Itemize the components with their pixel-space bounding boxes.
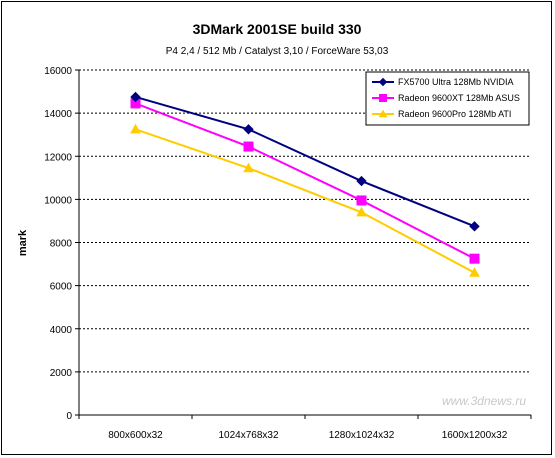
x-tick-label: 1024x768x32 [218, 430, 278, 441]
y-tick-label: 0 [66, 411, 72, 422]
x-axis-ticks: 800x600x32 1024x768x32 1280x1024x32 1600x12… [78, 415, 532, 441]
legend: FX5700 Ultra 128Mb NVIDIA Radeon 9600XT 1… [365, 71, 530, 126]
data-point-diamond [130, 91, 141, 103]
y-axis-label: mark [17, 229, 29, 256]
data-point-square [356, 195, 367, 206]
legend-items: FX5700 Ultra 128Mb NVIDIA Radeon 9600XT 1… [372, 77, 520, 119]
data-point-diamond [356, 175, 367, 187]
y-tick-label: 8000 [50, 239, 73, 250]
y-tick-label: 4000 [50, 325, 73, 336]
y-tick-label: 14000 [44, 109, 72, 120]
data-point-diamond [243, 124, 254, 135]
y-tick-label: 12000 [44, 152, 72, 163]
legend-label: FX5700 Ultra 128Mb NVIDIA [398, 77, 514, 87]
data-point-triangle [356, 206, 367, 217]
series-line [135, 128, 475, 274]
data-point-triangle [243, 162, 254, 173]
data-point-square [469, 253, 480, 264]
chart-subtitle: P4 2,4 / 512 Mb / Catalyst 3,10 / ForceW… [166, 46, 389, 57]
x-tick-label: 1280x1024x32 [329, 430, 395, 441]
series [130, 123, 480, 277]
legend-item: Radeon 9600Pro 128Mb ATI [372, 109, 511, 119]
legend-label: Radeon 9600XT 128Mb ASUS [398, 93, 520, 103]
data-point-triangle [469, 267, 480, 277]
y-axis-ticks: 0 2000 4000 6000 8000 10000 12000 14000 16000 [44, 66, 79, 422]
x-tick-label: 1600x1200x32 [442, 430, 508, 441]
series [130, 98, 480, 264]
data-point-square [379, 94, 387, 102]
series-line [135, 95, 475, 228]
y-tick-label: 2000 [50, 368, 73, 379]
series-line [135, 102, 475, 260]
y-tick-label: 10000 [44, 195, 72, 206]
data-point-diamond [378, 77, 388, 87]
data-point-square [243, 141, 254, 152]
data-point-diamond [469, 221, 480, 232]
legend-label: Radeon 9600Pro 128Mb ATI [398, 109, 511, 119]
legend-item: Radeon 9600XT 128Mb ASUS [372, 93, 520, 103]
y-tick-label: 6000 [50, 282, 73, 293]
chart-title: 3DMark 2001SE build 330 [193, 21, 362, 37]
series [130, 91, 480, 232]
data-point-triangle [378, 109, 388, 118]
watermark: www.3dnews.ru [442, 394, 526, 408]
x-tick-label: 800x600x32 [108, 430, 163, 441]
y-tick-label: 16000 [44, 66, 72, 77]
legend-item: FX5700 Ultra 128Mb NVIDIA [372, 77, 514, 87]
data-point-triangle [130, 123, 141, 134]
series-layer [130, 91, 480, 277]
